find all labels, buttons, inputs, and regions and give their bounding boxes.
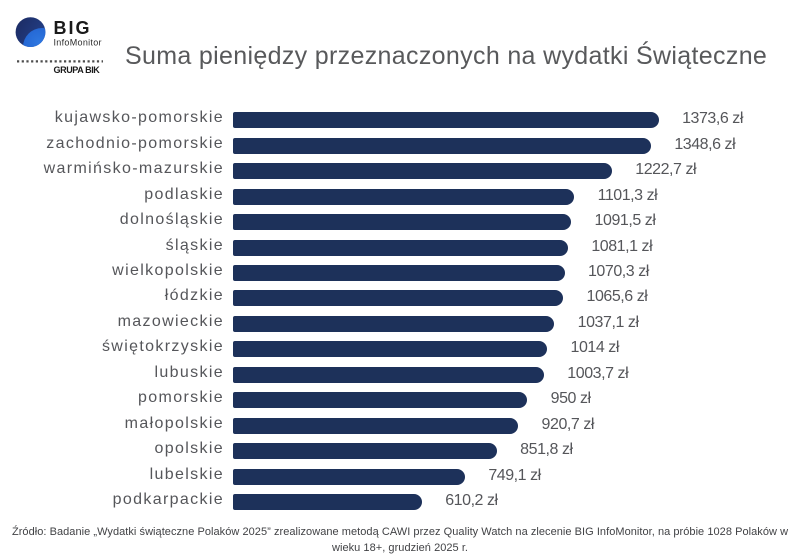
svg-text:GRUPA BIK: GRUPA BIK — [54, 65, 101, 75]
svg-text:InfoMonitor: InfoMonitor — [54, 37, 102, 47]
svg-text:BIG: BIG — [54, 18, 92, 38]
